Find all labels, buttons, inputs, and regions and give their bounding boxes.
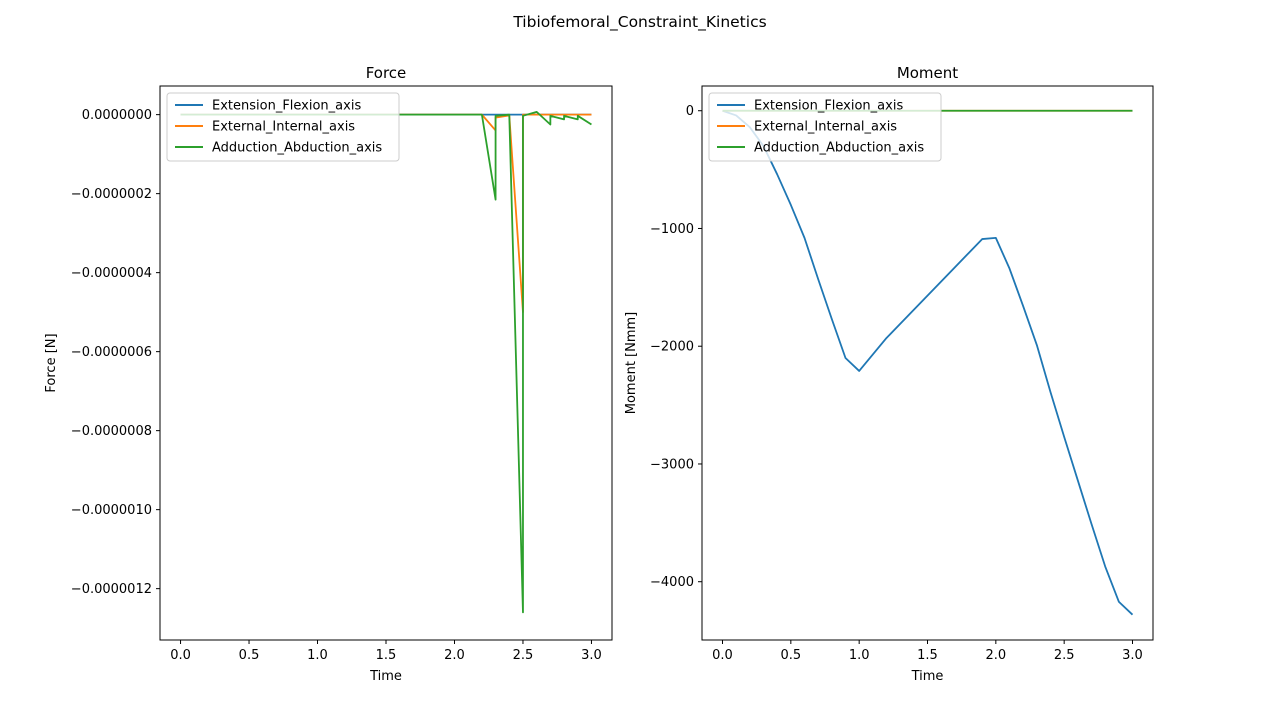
moment-x-tick-label: 1.0 (849, 648, 870, 663)
force-y-tick-label: 0.0000000 (82, 108, 152, 123)
force-y-tick-label: −0.0000006 (71, 345, 152, 360)
moment-legend-box (708, 92, 942, 162)
moment-y-axis-label: Moment [Nmm] (624, 312, 639, 415)
force-axes: 0.0 0.5 1.0 1.5 2.0 2.5 3.0 0.0000000 −0.0000002… (44, 64, 613, 684)
moment-x-tick-label: 2.0 (985, 648, 1006, 663)
force-legend: Extension_Flexion_axis External_Internal_… (166, 92, 400, 162)
force-y-tick-label: −0.0000008 (71, 424, 152, 439)
force-legend-label-2: Adduction_Abduction_axis (212, 141, 382, 156)
moment-axes: 0.0 0.5 1.0 1.5 2.0 2.5 3.0 0 −1000 −2000 −3000 −40… (624, 64, 1154, 684)
force-x-tick-label: 1.5 (376, 648, 397, 663)
moment-y-tick-label: −2000 (650, 340, 694, 355)
force-y-axis-label: Force [N] (44, 333, 59, 392)
moment-chart-title: Moment (897, 64, 958, 82)
force-y-tick-label: −0.0000002 (71, 187, 152, 202)
force-x-tick-label: 2.0 (444, 648, 465, 663)
moment-legend-label-1: External_Internal_axis (754, 120, 897, 135)
force-legend-label-0: Extension_Flexion_axis (212, 99, 361, 114)
moment-y-tick-label: 0 (686, 104, 694, 119)
moment-y-tick-label: −1000 (650, 222, 694, 237)
moment-legend: Extension_Flexion_axis External_Internal_… (708, 92, 942, 162)
figure-title: Tibiofemoral_Constraint_Kinetics (512, 13, 766, 32)
force-legend-label-1: External_Internal_axis (212, 120, 355, 135)
force-chart-title: Force (366, 64, 407, 82)
force-x-tick-label: 0.5 (239, 648, 260, 663)
moment-legend-label-2: Adduction_Abduction_axis (754, 141, 924, 156)
force-y-tick-label: −0.0000010 (71, 503, 152, 518)
moment-x-tick-label: 0.0 (712, 648, 733, 663)
force-y-tick-label: −0.0000012 (71, 582, 152, 597)
force-x-tick-label: 3.0 (581, 648, 602, 663)
force-x-axis-label: Time (369, 669, 402, 684)
moment-y-tick-label: −4000 (650, 575, 694, 590)
moment-x-tick-label: 3.0 (1122, 648, 1143, 663)
moment-x-axis-label: Time (911, 669, 944, 684)
force-legend-box (166, 92, 400, 162)
moment-series-line-0 (722, 109, 1134, 616)
moment-x-tick-label: 2.5 (1054, 648, 1075, 663)
moment-legend-label-0: Extension_Flexion_axis (754, 99, 903, 114)
force-y-tick-label: −0.0000004 (71, 266, 152, 281)
force-x-tick-label: 2.5 (513, 648, 534, 663)
moment-y-tick-label: −3000 (650, 457, 694, 472)
force-x-tick-label: 1.0 (307, 648, 328, 663)
force-x-tick-label: 0.0 (170, 648, 191, 663)
moment-x-tick-label: 1.5 (917, 648, 938, 663)
moment-x-tick-label: 0.5 (780, 648, 801, 663)
